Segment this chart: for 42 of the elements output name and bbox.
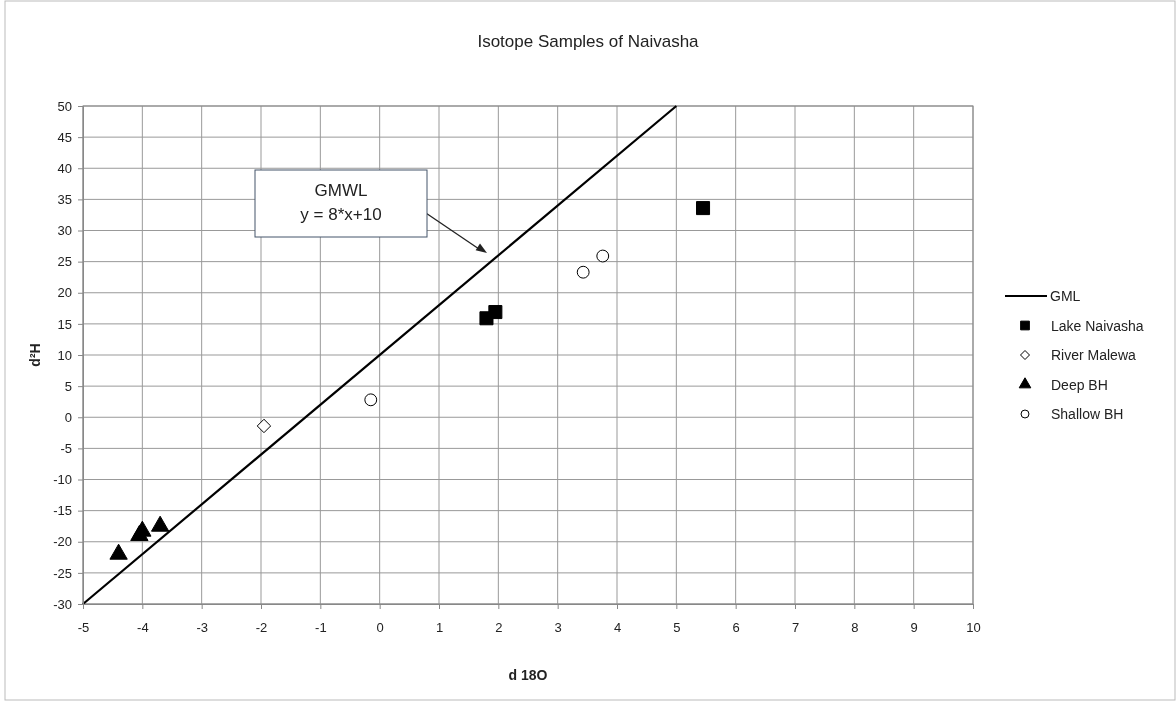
x-tick-label: -2 [255,620,268,636]
x-tick-label: 8 [851,620,859,636]
y-tick-label: -20 [53,534,72,550]
y-tick-label: -5 [60,441,72,457]
y-tick-label: 40 [57,160,72,176]
x-tick-label: 0 [376,620,384,636]
x-tick-label: -3 [196,620,208,636]
x-tick-label: -1 [315,620,327,636]
legend-label: Lake Naivasha [1051,317,1144,334]
chart-title: Isotope Samples of Naivasha [477,32,700,51]
y-tick-label: -15 [53,503,72,519]
x-tick-label: 2 [495,620,503,636]
y-tick-label: 30 [57,223,72,239]
legend-label: GML [1050,288,1081,304]
y-tick-label: 0 [64,409,72,425]
y-tick-label: 10 [57,347,72,363]
y-tick-label: -10 [53,472,72,488]
y-tick-label: 50 [57,98,72,114]
x-tick-label: 9 [910,620,918,636]
y-tick-label: 45 [57,129,72,145]
legend-label: Shallow BH [1051,406,1124,422]
x-tick-label: 10 [966,620,981,636]
legend-label: River Malewa [1051,347,1137,363]
x-tick-label: 7 [791,620,800,636]
y-tick-label: 5 [64,378,72,394]
x-tick-label: 4 [613,620,622,636]
y-tick-label: -30 [53,596,72,612]
annotation: GMWL y = 8*x+10 [300,181,382,224]
y-tick-label: 15 [57,316,72,332]
x-tick-label: 6 [732,620,740,636]
y-tick-label: 35 [57,192,72,208]
x-tick-label: -5 [77,620,90,636]
x-tick-label: 3 [554,620,562,636]
y-axis-title: d²H [27,343,43,367]
y-tick-label: 20 [57,285,72,301]
x-tick-label: 1 [435,620,444,636]
x-tick-label: 5 [673,620,681,636]
x-axis-title: d 18O [508,667,548,683]
y-tick-label: -25 [53,565,72,581]
legend-label: Deep BH [1051,376,1108,393]
y-tick-label: 25 [57,254,72,270]
x-tick-label: -4 [137,620,149,636]
